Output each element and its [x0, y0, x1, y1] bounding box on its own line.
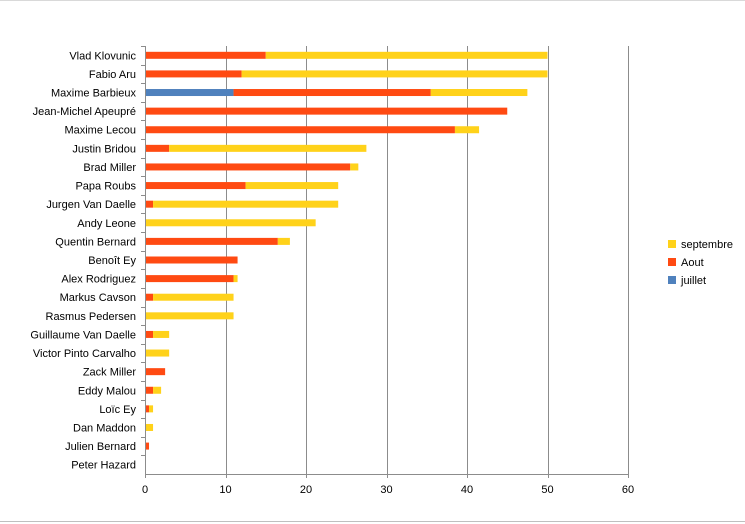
bar-segment-Aout — [233, 89, 431, 97]
bar-segment-Aout — [145, 182, 246, 190]
category-label: Eddy Malou — [78, 385, 136, 397]
bar-segment-septembre — [430, 89, 528, 97]
bar-segment-septembre — [241, 70, 548, 78]
category-label: Julien Bernard — [65, 441, 136, 453]
bars — [145, 51, 548, 450]
category-labels: Vlad Klovunic Fabio Aru Maxime Barbieux Jea… — [30, 50, 136, 471]
category-label: Benoît Ey — [88, 255, 136, 267]
bar-segment-Aout — [145, 330, 154, 338]
bar-segment-Aout — [145, 144, 170, 152]
bar-segment-septembre — [169, 144, 367, 152]
x-tick-label: 20 — [300, 484, 312, 496]
category-label: Jurgen Van Daelle — [46, 199, 136, 211]
category-label: Andy Leone — [77, 218, 136, 230]
bar-segment-septembre — [454, 126, 480, 134]
category-label: Brad Miller — [83, 162, 136, 174]
bar-segment-Aout — [145, 405, 150, 413]
gridlines — [145, 46, 629, 478]
bar-segment-juillet — [145, 89, 234, 97]
bar-segment-septembre — [145, 423, 154, 431]
category-label: Zack Miller — [83, 367, 137, 379]
category-label: Markus Cavson — [60, 292, 136, 304]
category-label: Maxime Lecou — [64, 125, 136, 137]
x-tick-label: 50 — [541, 484, 553, 496]
category-label: Dan Maddon — [73, 422, 136, 434]
bar-segment-Aout — [145, 293, 154, 301]
category-label: Guillaume Van Daelle — [30, 329, 136, 341]
bar-segment-Aout — [145, 368, 166, 376]
x-tick-label: 10 — [219, 484, 231, 496]
bar-segment-Aout — [145, 256, 238, 264]
bar-segment-septembre — [153, 200, 339, 208]
legend-label: septembre — [681, 239, 733, 251]
x-tick-label: 60 — [622, 484, 634, 496]
bar-segment-septembre — [153, 293, 234, 301]
category-label: Alex Rodriguez — [61, 274, 136, 286]
category-label: Papa Roubs — [75, 181, 136, 193]
bar-segment-septembre — [145, 349, 170, 357]
bar-segment-Aout — [145, 237, 278, 245]
bar-segment-Aout — [145, 386, 154, 394]
legend: septembre Aout juillet — [668, 239, 733, 287]
category-label: Justin Bridou — [72, 143, 136, 155]
bar-segment-septembre — [265, 51, 548, 59]
bar-segment-septembre — [145, 219, 316, 227]
legend-label: juillet — [680, 275, 706, 287]
bar-segment-Aout — [145, 163, 351, 171]
bar-segment-septembre — [233, 275, 238, 283]
category-label: Victor Pinto Carvalho — [33, 348, 136, 360]
bar-segment-Aout — [145, 51, 266, 59]
bar-segment-Aout — [145, 126, 455, 134]
legend-swatch — [668, 240, 676, 248]
bar-segment-Aout — [145, 200, 154, 208]
bar-segment-Aout — [145, 442, 150, 450]
bar-segment-septembre — [153, 386, 162, 394]
bar-segment-Aout — [145, 275, 234, 283]
category-label: Maxime Barbieux — [51, 88, 136, 100]
bar-segment-septembre — [277, 237, 290, 245]
bar-segment-Aout — [145, 70, 242, 78]
axes — [141, 46, 628, 475]
bar-segment-Aout — [145, 107, 508, 115]
x-tick-label: 30 — [380, 484, 392, 496]
tick-labels: 0 10 20 30 40 50 60 — [142, 484, 634, 496]
category-label: Vlad Klovunic — [69, 50, 136, 62]
category-label: Loïc Ey — [99, 404, 136, 416]
x-tick-label: 40 — [461, 484, 473, 496]
bar-segment-septembre — [149, 405, 154, 413]
x-tick-label: 0 — [142, 484, 148, 496]
legend-label: Aout — [681, 257, 704, 269]
legend-swatch — [668, 258, 676, 266]
legend-swatch — [668, 276, 676, 284]
bar-segment-septembre — [245, 182, 339, 190]
bar-segment-septembre — [350, 163, 359, 171]
category-label: Fabio Aru — [89, 69, 136, 81]
category-label: Jean-Michel Apeupré — [33, 106, 136, 118]
category-label: Rasmus Pedersen — [46, 311, 137, 323]
category-label: Quentin Bernard — [55, 236, 136, 248]
bar-segment-septembre — [145, 312, 234, 320]
category-label: Peter Hazard — [71, 460, 136, 472]
bar-segment-septembre — [153, 330, 170, 338]
